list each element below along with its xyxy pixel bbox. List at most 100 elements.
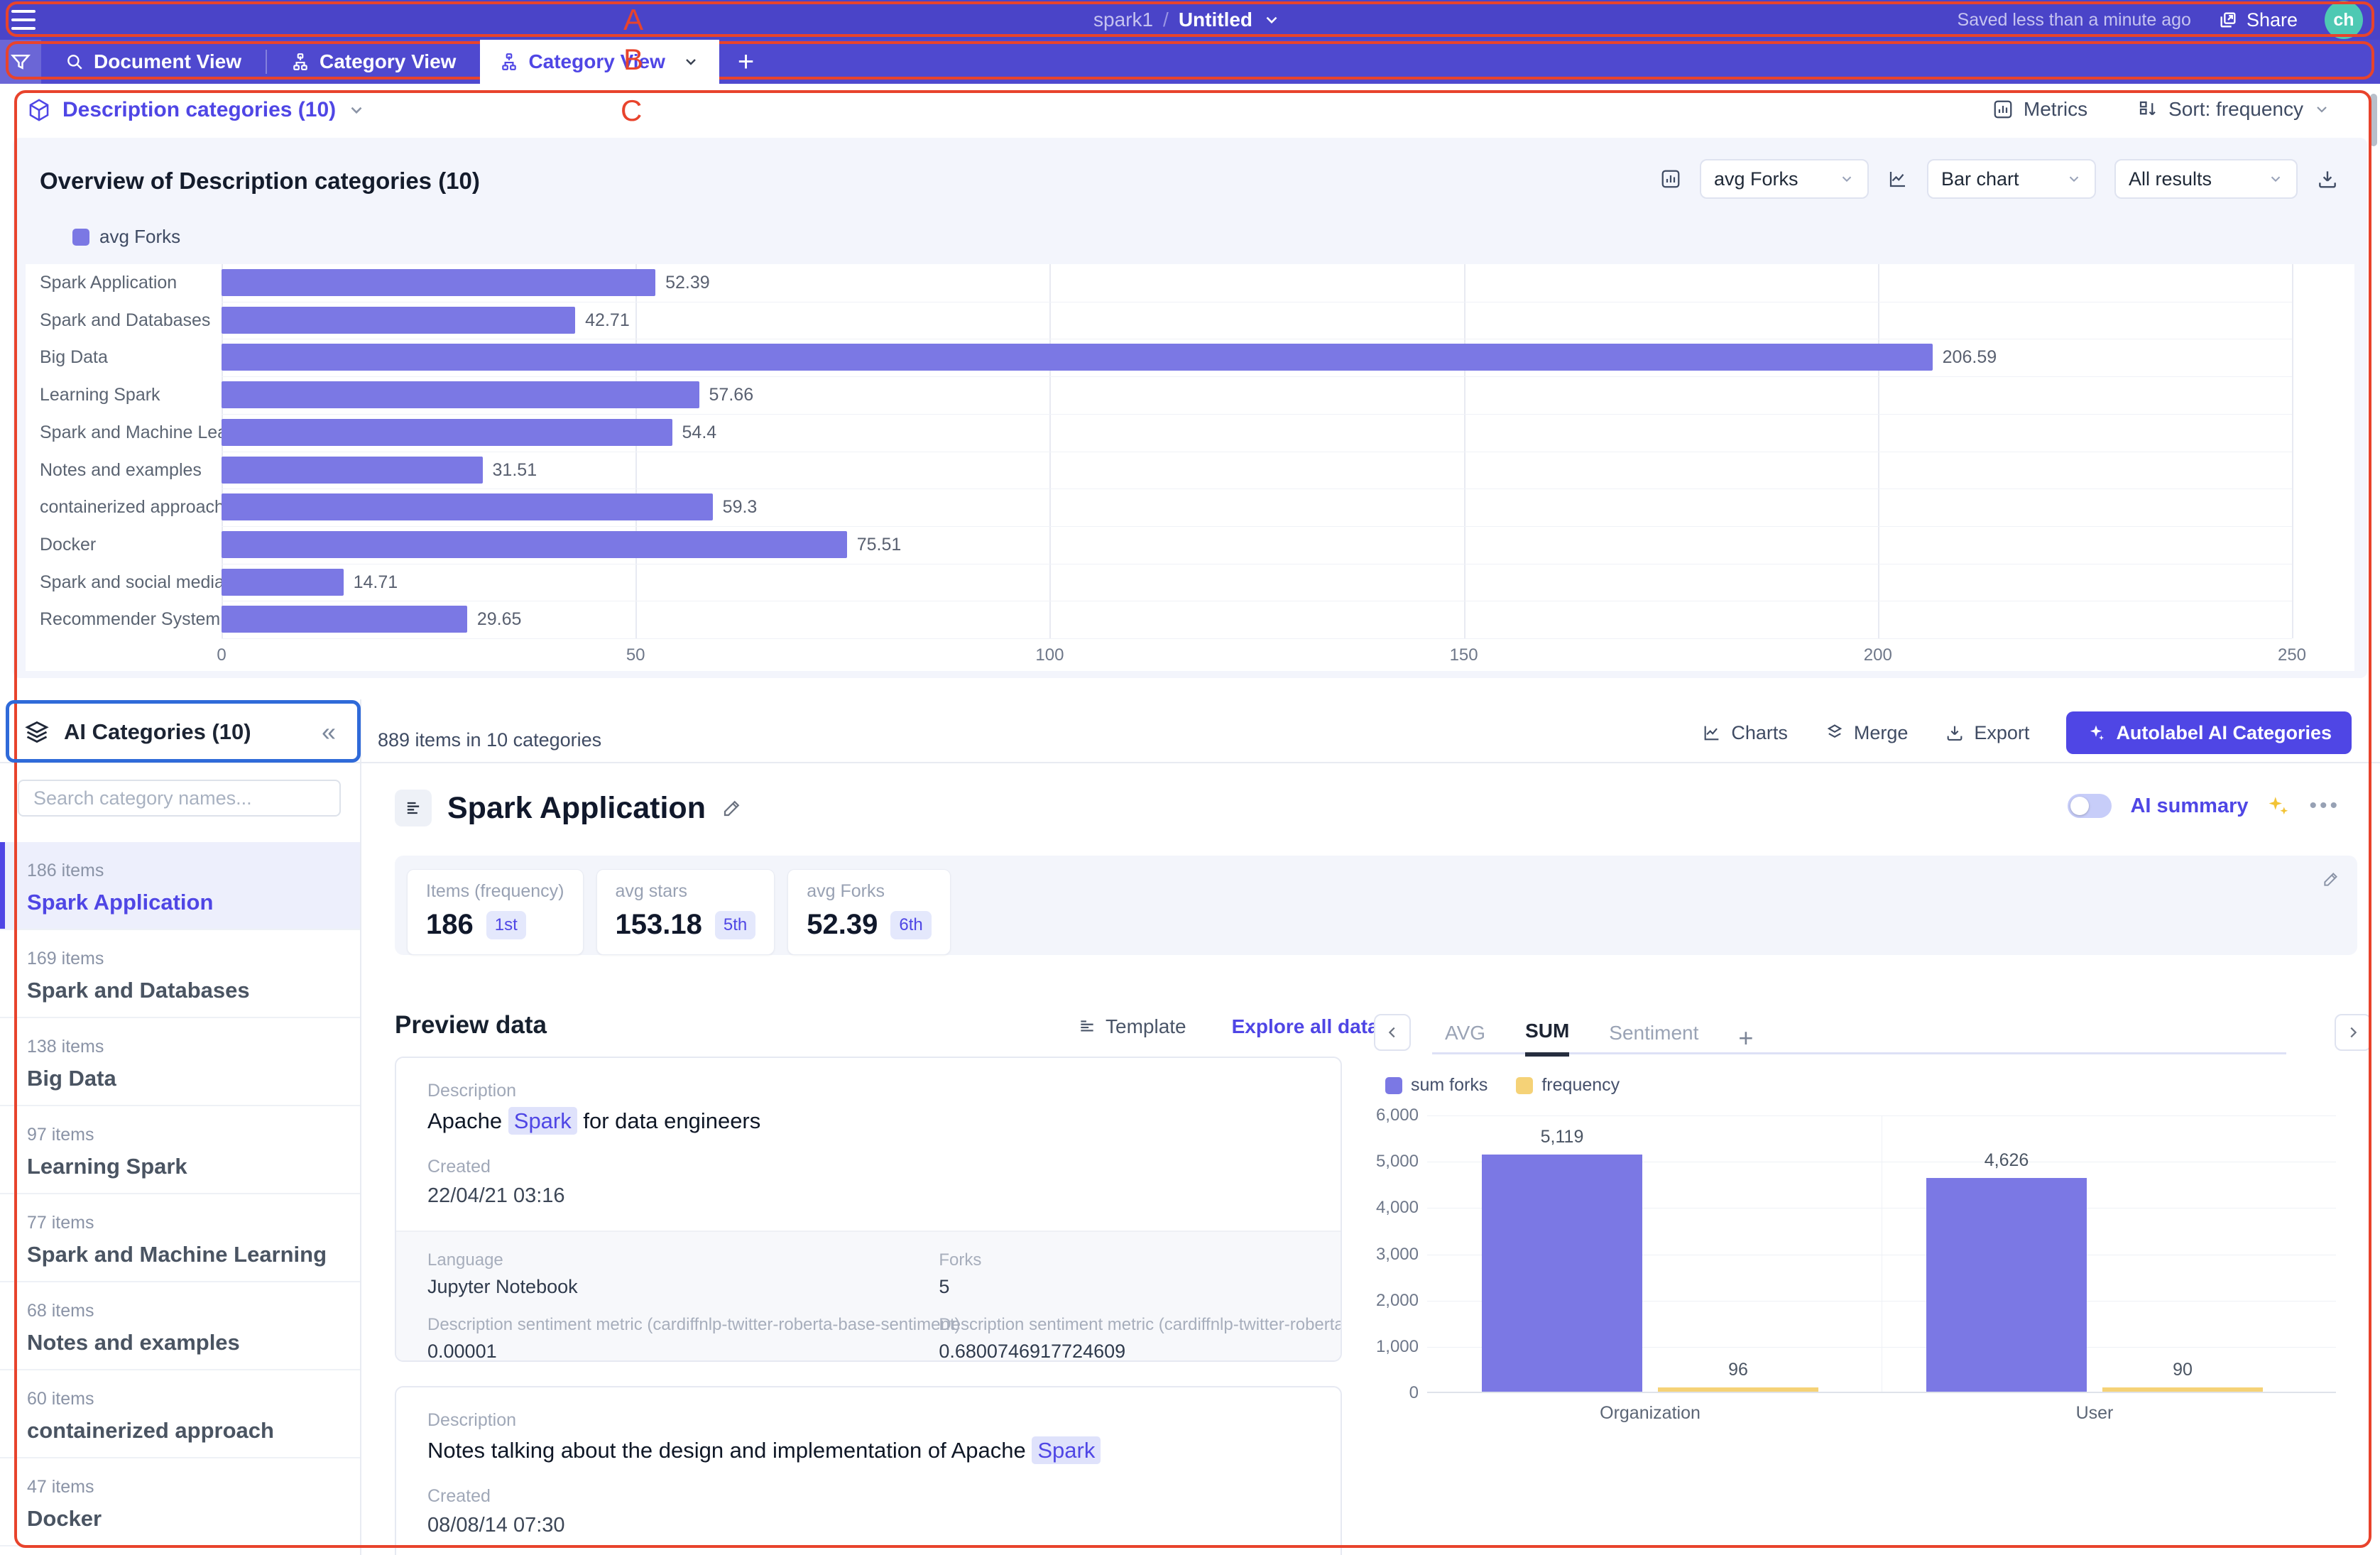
preview-record-card[interactable]: Description Apache Spark for data enginee… xyxy=(395,1057,1342,1362)
x-axis-tick-label: 0 xyxy=(217,645,226,665)
prev-chart-button[interactable] xyxy=(1374,1014,1411,1051)
add-view-button[interactable]: + xyxy=(737,45,755,77)
bar-avg-forks[interactable] xyxy=(222,493,713,521)
search-input[interactable] xyxy=(18,780,341,817)
chart-gridline xyxy=(2292,264,2293,638)
description-categories-dropdown[interactable]: Description categories (10) xyxy=(27,98,366,122)
sidebar-category-item[interactable]: 169 items Spark and Databases xyxy=(0,930,360,1018)
more-menu-button[interactable]: ••• xyxy=(2309,794,2340,817)
bar-avg-forks[interactable] xyxy=(222,606,467,633)
avatar[interactable]: ch xyxy=(2325,1,2363,39)
category-item-count: 68 items xyxy=(27,1301,94,1321)
category-item-count: 186 items xyxy=(27,861,104,880)
bar-avg-forks[interactable] xyxy=(222,568,344,596)
share-icon xyxy=(2218,10,2238,30)
bar-avg-forks[interactable] xyxy=(222,269,656,296)
bar-frequency[interactable] xyxy=(1658,1387,1818,1392)
share-button[interactable]: Share xyxy=(2218,9,2298,31)
field-label-description: Description xyxy=(427,1410,517,1430)
bar-value-label: 14.71 xyxy=(353,572,398,592)
edit-pencil-icon[interactable] xyxy=(721,797,743,819)
charts-label: Charts xyxy=(1731,721,1788,743)
edit-stats-pencil-icon[interactable] xyxy=(2322,870,2340,888)
bar-frequency[interactable] xyxy=(2102,1387,2263,1392)
next-chart-button[interactable] xyxy=(2335,1014,2371,1051)
record-field-label: Description sentiment metric (cardiffnlp… xyxy=(939,1315,1341,1334)
category-stats-panel: Items (frequency) 186 1st avg stars 153.18 5t… xyxy=(395,856,2357,955)
sidebar-category-item[interactable]: 97 items Learning Spark xyxy=(0,1106,360,1194)
bar-avg-forks[interactable] xyxy=(222,418,672,446)
tab-label: Category View xyxy=(528,50,665,72)
x-axis-tick-label: 150 xyxy=(1449,645,1478,665)
bar-avg-forks[interactable] xyxy=(222,456,483,484)
tab-category-view-active[interactable]: Category View xyxy=(480,40,719,84)
merge-button[interactable]: Merge xyxy=(1825,721,1909,744)
y-axis-tick-label: 4,000 xyxy=(1375,1198,1419,1218)
sort-dropdown[interactable]: Sort: frequency xyxy=(2137,98,2330,121)
sidebar-category-item[interactable]: 77 items Spark and Machine Learning xyxy=(0,1194,360,1282)
bar-avg-forks[interactable] xyxy=(222,344,1933,371)
export-button[interactable]: Export xyxy=(1945,722,2029,744)
aggregate-tab-sum[interactable]: SUM xyxy=(1525,1020,1570,1057)
results-select[interactable]: All results xyxy=(2114,159,2298,199)
project-name: spark1 xyxy=(1093,9,1154,31)
tab-document-view[interactable]: Document View xyxy=(41,40,266,84)
sidebar-category-item[interactable]: 47 items Docker xyxy=(0,1458,360,1546)
record-field: Forks 5 xyxy=(939,1250,1309,1298)
record-field: Language Jupyter Notebook xyxy=(427,1250,939,1298)
sort-icon xyxy=(2137,99,2158,120)
breadcrumb[interactable]: spark1 / Untitled xyxy=(1093,0,1281,40)
collapse-sidebar-button[interactable]: « xyxy=(321,716,336,746)
y-axis-tick-label: 1,000 xyxy=(1375,1336,1419,1356)
bar-sum-forks[interactable] xyxy=(1926,1177,2087,1392)
export-icon xyxy=(1945,723,1965,743)
layers-icon xyxy=(24,719,50,745)
explore-all-data-link[interactable]: Explore all data xyxy=(1232,1015,1408,1038)
chart-type-select[interactable]: Bar chart xyxy=(1927,159,2096,199)
chart-row-separator xyxy=(222,413,2292,415)
ai-summary-toggle[interactable] xyxy=(2068,794,2112,818)
bar-avg-forks[interactable] xyxy=(222,306,576,334)
sidebar-category-item[interactable]: 60 items containerized approach xyxy=(0,1370,360,1458)
tab-category-view[interactable]: Category View xyxy=(267,40,480,84)
series-select[interactable]: avg Forks xyxy=(1700,159,1869,199)
aggregate-tab-avg[interactable]: AVG xyxy=(1445,1022,1486,1044)
category-item-name: Notes and examples xyxy=(27,1330,240,1355)
sidebar-category-item[interactable]: 68 items Notes and examples xyxy=(0,1282,360,1370)
chevron-down-icon[interactable] xyxy=(682,53,699,70)
aggregate-tab-sentiment[interactable]: Sentiment xyxy=(1609,1022,1699,1044)
metrics-label: Metrics xyxy=(2023,98,2088,120)
sidebar-category-item[interactable]: 186 items Spark Application xyxy=(0,842,360,930)
explore-label: Explore all data xyxy=(1231,1015,1379,1037)
charts-button[interactable]: Charts xyxy=(1702,722,1788,744)
hamburger-menu-icon[interactable] xyxy=(11,10,36,30)
legend-label: avg Forks xyxy=(99,226,181,247)
chart-category-label: Learning Spark xyxy=(40,385,160,405)
metrics-icon xyxy=(1992,99,2014,120)
add-aggregate-tab-button[interactable]: + xyxy=(1738,1023,1754,1052)
legend-label: frequency xyxy=(1541,1075,1620,1095)
bar-avg-forks[interactable] xyxy=(222,381,699,409)
metrics-button[interactable]: Metrics xyxy=(1992,98,2087,121)
category-item-count: 60 items xyxy=(27,1389,94,1409)
record-field-label: Language xyxy=(427,1250,503,1270)
legend-swatch xyxy=(1385,1076,1402,1094)
filter-button[interactable] xyxy=(0,40,41,84)
top-app-bar: spark1 / Untitled Saved less than a minu… xyxy=(0,0,2380,40)
legend-item: frequency xyxy=(1516,1075,1620,1096)
bar-sum-forks[interactable] xyxy=(1482,1155,1642,1392)
autolabel-button[interactable]: Autolabel AI Categories xyxy=(2066,711,2352,754)
scrollbar-thumb[interactable] xyxy=(2370,94,2377,146)
merge-label: Merge xyxy=(1853,721,1909,743)
template-button[interactable]: Template xyxy=(1078,1015,1186,1038)
stat-label: Items (frequency) xyxy=(426,881,564,901)
sidebar-category-item[interactable]: 138 items Big Data xyxy=(0,1018,360,1106)
chevron-down-icon[interactable] xyxy=(1262,11,1281,29)
download-icon[interactable] xyxy=(2316,168,2339,190)
y-axis-tick-label: 2,000 xyxy=(1375,1290,1419,1310)
record-field: Description sentiment metric (cardiffnlp… xyxy=(427,1315,960,1360)
sort-label: Sort: frequency xyxy=(2168,98,2303,120)
bar-avg-forks[interactable] xyxy=(222,530,847,558)
sparkle-icon xyxy=(2086,723,2106,743)
preview-record-card[interactable]: Description Notes talking about the desig… xyxy=(395,1386,1342,1555)
